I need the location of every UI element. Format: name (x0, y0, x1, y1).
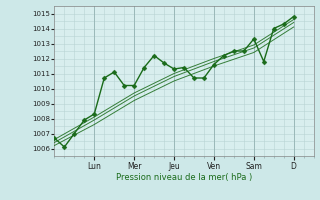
X-axis label: Pression niveau de la mer( hPa ): Pression niveau de la mer( hPa ) (116, 173, 252, 182)
